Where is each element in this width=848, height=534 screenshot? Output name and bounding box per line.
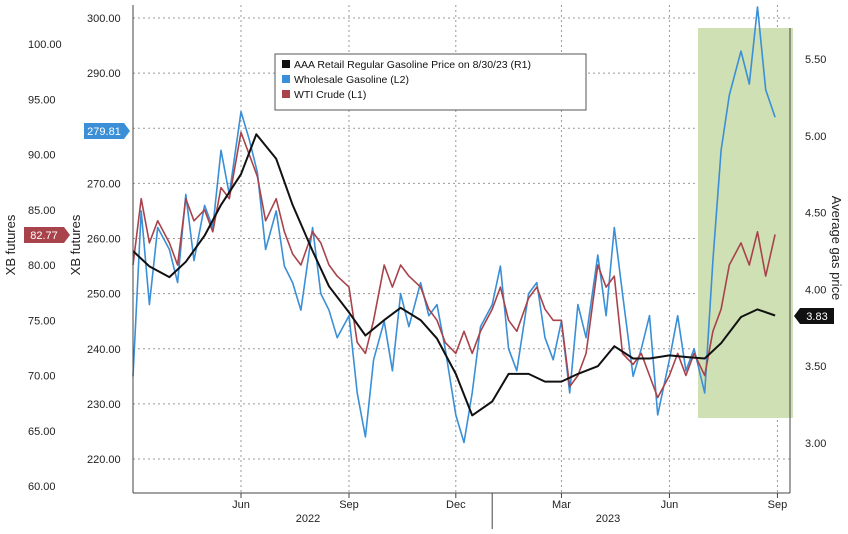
badge-l2-value: 279.81 [87,126,121,138]
x-tick-label: Mar [552,499,571,511]
x-tick-label: Dec [446,499,466,511]
tick-label-l1: 85.00 [28,205,56,217]
tick-label-l1: 65.00 [28,426,56,438]
tick-label-l1: 95.00 [28,94,56,106]
tick-label-r1: 5.50 [805,54,826,66]
legend-label: Wholesale Gasoline (L2) [294,74,409,86]
highlight-rect [698,28,793,418]
x-tick-label: Sep [339,499,359,511]
tick-label-l1: 60.00 [28,481,56,493]
tick-label-r1: 4.00 [805,284,826,296]
badge-r1-value: 3.83 [806,311,827,323]
x-year-label: 2023 [596,513,620,525]
axis-title-l1: XB futures [3,214,18,275]
tick-label-r1: 3.50 [805,361,826,373]
badge-l1-value: 82.77 [30,230,58,242]
tick-label-l1: 75.00 [28,315,56,327]
tick-label-l2: 290.00 [87,68,121,80]
badge-l2-value-bg [84,123,130,139]
legend-label: WTI Crude (L1) [294,89,366,101]
tick-label-l2: 250.00 [87,289,121,301]
x-tick-label: Sep [768,499,788,511]
axis-title-l2: XB futures [68,214,83,275]
tick-label-l2: 300.00 [87,13,121,25]
legend: AAA Retail Regular Gasoline Price on 8/3… [274,53,587,111]
legend-swatch [282,90,290,98]
badge-r1-value-bg [794,308,834,324]
tick-label-r1: 5.00 [805,131,826,143]
series-line-wti-crude [132,131,776,399]
x-tick-label: Jun [232,499,250,511]
badge-l1-value-bg [24,227,70,243]
tick-label-l2: 270.00 [87,178,121,190]
legend-swatch [282,75,290,83]
legend-swatch [282,60,290,68]
highlight-region [698,28,793,418]
series-line-wholesale-gasoline [132,6,776,444]
series-group [132,6,776,444]
x-year-label: 2022 [296,513,320,525]
legend-label: AAA Retail Regular Gasoline Price on 8/3… [294,59,531,71]
legend-box [274,53,587,111]
tick-label-l1: 90.00 [28,150,56,162]
tick-label-l1: 100.00 [28,39,62,51]
tick-label-l2: 220.00 [87,454,121,466]
tick-label-l1: 80.00 [28,260,56,272]
tick-label-l2: 260.00 [87,234,121,246]
x-tick-label: Jun [661,499,679,511]
axis-title-r1: Average gas price [829,196,844,301]
value-badges: 279.81 82.77 3.83 [24,123,834,324]
tick-label-r1: 3.00 [805,438,826,450]
series-line-aaa-retail [132,133,776,417]
tick-label-r1: 4.50 [805,208,826,220]
axes-group: 60.00 65.00 70.00 75.00 80.00 85.00 90.00 95.00… [3,5,844,529]
tick-label-l2: 240.00 [87,344,121,356]
tick-label-l1: 70.00 [28,371,56,383]
tick-label-l2: 230.00 [87,399,121,411]
